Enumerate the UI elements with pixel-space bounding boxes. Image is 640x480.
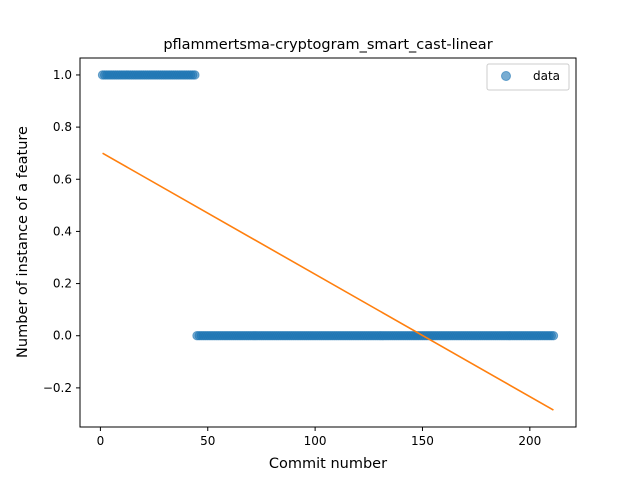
fit-line [102, 152, 554, 411]
y-tick-label: 0.2 [53, 277, 72, 291]
y-tick-label: 0.6 [53, 172, 72, 186]
x-tick-label: 50 [200, 434, 215, 448]
plot-area [80, 58, 576, 427]
legend-label-data: data [533, 69, 560, 83]
chart-title: pflammertsma-cryptogram_smart_cast-linea… [163, 37, 492, 53]
legend: data [486, 63, 570, 91]
y-tick-label: 0.4 [53, 224, 72, 238]
x-tick-label: 0 [97, 434, 105, 448]
y-tick-label: 0.0 [53, 329, 72, 343]
data-layer [97, 70, 559, 411]
data-point [190, 70, 200, 80]
series-data [97, 70, 559, 341]
data-point [548, 331, 559, 341]
y-tick-label: 1.0 [53, 68, 72, 82]
legend-box [486, 63, 570, 91]
x-tick-label: 150 [411, 434, 434, 448]
ticks-layer: 0 50 100 150 200 −0.2 0.0 0.2 0.4 0.6 0.8 1.0 [43, 68, 541, 448]
legend-marker-data [501, 71, 511, 81]
y-axis-label: Number of instance of a feature [15, 126, 31, 358]
x-tick-label: 200 [518, 434, 541, 448]
y-tick-label: 0.8 [53, 120, 72, 134]
x-axis-label: Commit number [269, 456, 387, 472]
y-tick-label: −0.2 [43, 381, 72, 395]
x-tick-label: 100 [304, 434, 327, 448]
axes-frame [79, 57, 577, 428]
